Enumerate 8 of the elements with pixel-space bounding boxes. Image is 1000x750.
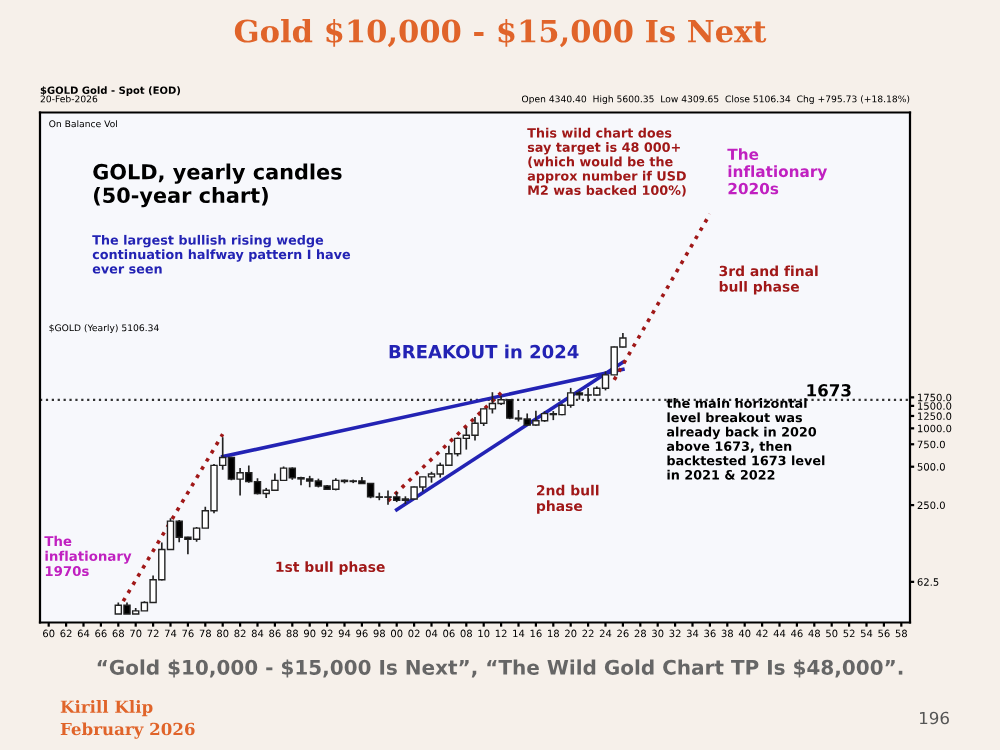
text: “Gold $10,000 - $15,000 Is Next”, “The Wild Gold Chart TP Is $48,000”. (97, 659, 903, 678)
chart-title: Gold $10,000 - $15,000 Is Next (234, 18, 767, 48)
annotation: GOLD, yearly candles (50-year chart) (93, 163, 342, 208)
text: Kirill Klip (60, 700, 153, 717)
text: 196 (920, 711, 949, 725)
ref-line-label: 1673 (807, 384, 851, 397)
text: February 2026 (60, 722, 195, 739)
annotation: BREAKOUT in 2024 (389, 344, 579, 359)
